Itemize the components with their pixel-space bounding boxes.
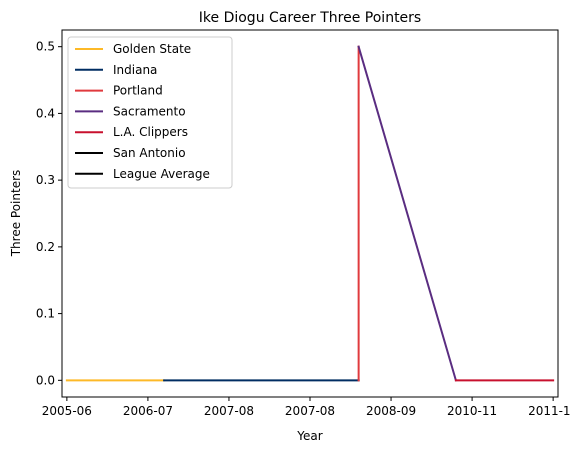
x-tick-label: 2005-06: [42, 404, 92, 418]
y-tick-label: 0.1: [36, 307, 55, 321]
y-axis-label: Three Pointers: [9, 170, 23, 258]
legend-label: Indiana: [113, 63, 157, 77]
y-tick-label: 0.2: [36, 240, 55, 254]
x-tick-label: 2010-11: [447, 404, 497, 418]
y-tick-label: 0.0: [36, 373, 55, 387]
plot-area-frame: [61, 29, 559, 398]
chart-title: Ike Diogu Career Three Pointers: [199, 10, 421, 26]
series-line-sacramento: [357, 45, 458, 382]
x-axis-ticks: 2005-06 2006-07 2007-08 2007-08 2008-09 2010-…: [42, 397, 570, 418]
legend-label: San Antonio: [113, 146, 186, 160]
y-tick-label: 0.4: [36, 106, 55, 120]
x-tick-label: 2007-08: [285, 404, 335, 418]
x-axis-label: Year: [296, 429, 322, 443]
x-tick-label: 2011-12: [528, 404, 570, 418]
x-tick-label: 2007-08: [204, 404, 254, 418]
legend-label: League Average: [113, 167, 210, 181]
legend: Golden State Indiana Portland Sacramento L.A…: [67, 36, 233, 189]
series-lines: [65, 45, 555, 382]
legend-label: Golden State: [113, 42, 191, 56]
y-tick-label: 0.5: [36, 40, 55, 54]
y-axis-ticks: 0.0 0.1 0.2 0.3 0.4 0.5: [36, 40, 62, 387]
x-tick-label: 2008-09: [366, 404, 416, 418]
legend-label: Sacramento: [113, 104, 186, 118]
y-tick-label: 0.3: [36, 173, 55, 187]
legend-frame: [67, 36, 233, 189]
legend-label: Portland: [113, 84, 163, 98]
legend-label: L.A. Clippers: [113, 125, 188, 139]
x-tick-label: 2006-07: [123, 404, 173, 418]
